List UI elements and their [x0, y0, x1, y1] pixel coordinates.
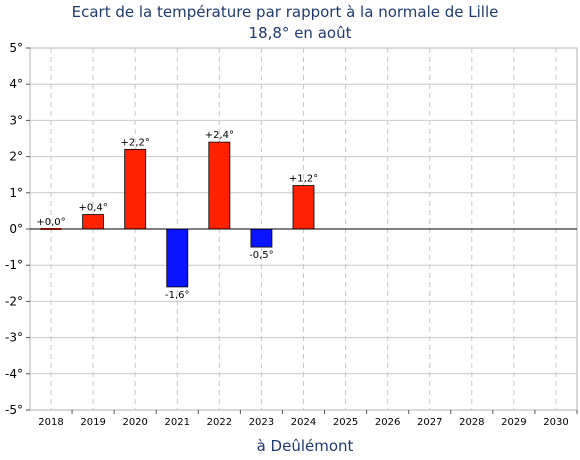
bar — [250, 228, 273, 248]
bar-data-label: -1,6° — [165, 290, 190, 301]
bar — [166, 228, 189, 288]
bars — [40, 141, 315, 288]
x-tick-label: 2020 — [122, 417, 147, 428]
y-tick-label: 4° — [9, 77, 23, 91]
y-tick-label: 5° — [9, 41, 23, 55]
y-tick-label: 0° — [9, 222, 23, 236]
x-tick-label: 2024 — [291, 417, 316, 428]
chart-title: Ecart de la température par rapport à la… — [72, 3, 499, 21]
y-tick-label: -3° — [5, 331, 23, 345]
x-tick-label: 2021 — [165, 417, 190, 428]
bar — [82, 214, 105, 230]
x-axis-label: à Deûlémont — [257, 437, 354, 455]
bar-data-label: +2,4° — [205, 130, 234, 141]
x-tick-label: 2027 — [417, 417, 442, 428]
x-tick-label: 2030 — [543, 417, 568, 428]
data-labels: +0,0° +0,4° +2,2° -1,6° +2,4° -0,5° +1,2° — [36, 130, 318, 301]
y-tick-label: 1° — [9, 186, 23, 200]
axes: 5° 4° 3° 2° 1° 0° -1° -2° -3° -4° -5° 2018 2019 2020 2… — [5, 41, 578, 428]
chart-subtitle: 18,8° en août — [249, 24, 352, 42]
x-tick-label: 2026 — [375, 417, 400, 428]
x-tick-label: 2029 — [501, 417, 526, 428]
y-tick-label: -5° — [5, 403, 23, 417]
bar — [208, 141, 231, 230]
x-tick-label: 2018 — [38, 417, 63, 428]
bar-data-label: +0,0° — [36, 217, 65, 228]
x-tick-label: 2023 — [249, 417, 274, 428]
y-tick-label: -2° — [5, 294, 23, 308]
bar-data-label: +1,2° — [289, 174, 318, 185]
bar-data-label: -0,5° — [249, 250, 274, 261]
bar-data-label: +2,2° — [121, 137, 150, 148]
x-tick-label: 2019 — [80, 417, 105, 428]
x-tick-label: 2028 — [459, 417, 484, 428]
bar-data-label: +0,4° — [78, 203, 107, 214]
y-tick-label: -4° — [5, 367, 23, 381]
y-tick-label: 3° — [9, 113, 23, 127]
bar — [124, 148, 147, 230]
y-tick-label: 2° — [9, 150, 23, 164]
y-tick-label: -1° — [5, 258, 23, 272]
x-tick-label: 2025 — [333, 417, 358, 428]
bar — [292, 185, 315, 230]
x-tick-label: 2022 — [207, 417, 232, 428]
